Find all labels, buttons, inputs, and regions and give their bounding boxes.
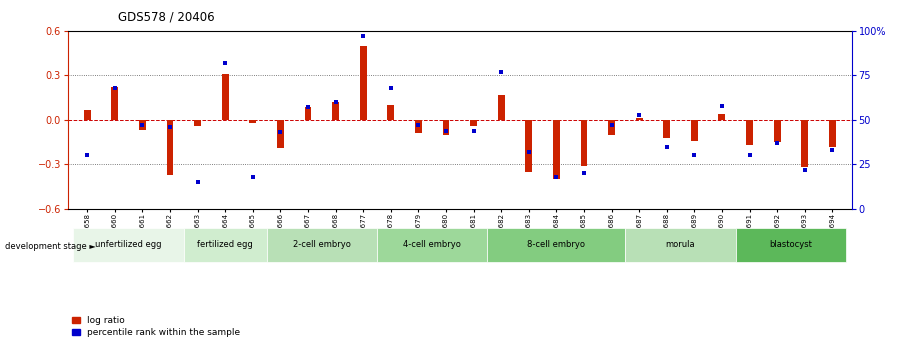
Text: development stage ►: development stage ► (5, 242, 95, 251)
Point (383, 85, 398, 91)
Bar (663, 120, 670, 138)
Bar (333, 102, 339, 120)
FancyBboxPatch shape (625, 228, 736, 262)
FancyBboxPatch shape (184, 228, 266, 262)
Bar (774, 120, 781, 142)
Bar (746, 120, 753, 145)
Text: 4-cell embryo: 4-cell embryo (403, 240, 461, 249)
Point (190, 179, 205, 185)
Point (631, 112, 646, 117)
Point (80, 152, 94, 158)
Point (328, 99, 342, 105)
Bar (608, 120, 615, 135)
Bar (304, 107, 312, 120)
Point (549, 174, 564, 179)
Bar (581, 120, 587, 166)
Point (163, 124, 178, 130)
Bar (801, 120, 808, 167)
Point (467, 128, 481, 133)
Point (494, 69, 508, 75)
Text: fertilized egg: fertilized egg (198, 240, 253, 249)
Point (604, 122, 619, 128)
Text: unfertilized egg: unfertilized egg (95, 240, 162, 249)
Bar (470, 120, 477, 126)
FancyBboxPatch shape (487, 228, 625, 262)
Point (108, 85, 122, 91)
Point (439, 128, 453, 133)
Point (522, 149, 536, 155)
Bar (194, 120, 201, 126)
Text: GDS578 / 20406: GDS578 / 20406 (118, 10, 215, 23)
Bar (360, 46, 367, 120)
FancyBboxPatch shape (266, 228, 377, 262)
FancyBboxPatch shape (736, 228, 846, 262)
Bar (829, 120, 835, 147)
Bar (415, 120, 422, 133)
Bar (442, 120, 449, 135)
Bar (497, 95, 505, 120)
FancyBboxPatch shape (377, 228, 487, 262)
Bar (167, 120, 174, 175)
Point (356, 33, 371, 39)
Legend: log ratio, percentile rank within the sample: log ratio, percentile rank within the sa… (72, 316, 240, 337)
Point (411, 122, 426, 128)
Point (274, 130, 288, 135)
Bar (139, 120, 146, 130)
Bar (277, 120, 284, 148)
Point (660, 144, 674, 149)
Bar (388, 105, 394, 120)
Bar (691, 120, 698, 141)
Text: 8-cell embryo: 8-cell embryo (527, 240, 585, 249)
Point (577, 170, 592, 176)
FancyBboxPatch shape (73, 228, 184, 262)
Point (742, 152, 757, 158)
Text: 2-cell embryo: 2-cell embryo (293, 240, 351, 249)
Point (135, 122, 149, 128)
Point (825, 147, 840, 153)
Bar (718, 114, 726, 120)
Point (715, 103, 729, 108)
Point (246, 174, 260, 179)
Bar (222, 74, 228, 120)
Point (770, 140, 785, 146)
Text: morula: morula (666, 240, 696, 249)
Text: blastocyst: blastocyst (769, 240, 813, 249)
Point (218, 60, 233, 66)
Bar (111, 87, 119, 120)
Point (797, 167, 812, 172)
Bar (553, 120, 560, 179)
Bar (84, 109, 91, 120)
Point (687, 152, 701, 158)
Bar (525, 120, 532, 172)
Bar (636, 118, 642, 120)
Bar (249, 120, 256, 123)
Point (301, 105, 315, 110)
